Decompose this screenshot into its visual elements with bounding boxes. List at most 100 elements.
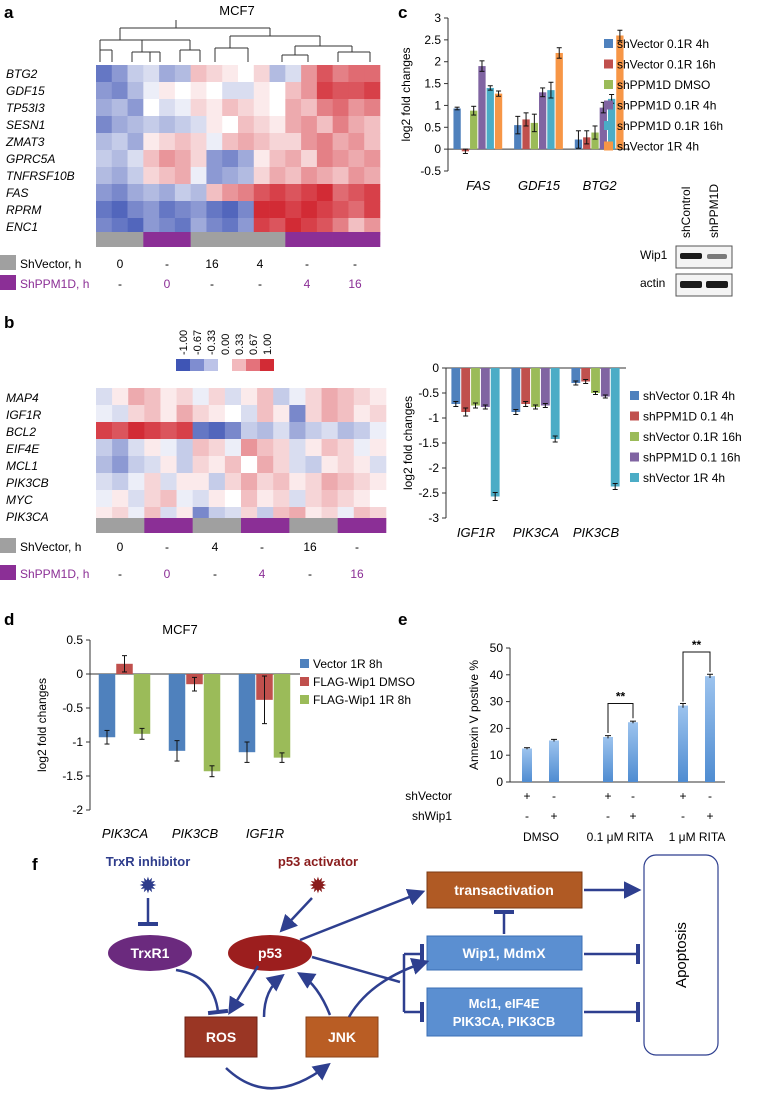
legend-label: shVector 0.1R 16h xyxy=(617,58,716,72)
heat-cell xyxy=(111,167,128,185)
heat-cell xyxy=(238,82,255,100)
row-label-shppm1d: ShPPM1D, h xyxy=(20,567,89,581)
heat-cell xyxy=(241,439,258,457)
chart-title: MCF7 xyxy=(162,622,197,637)
scale-label: -1.00 xyxy=(178,330,190,355)
heat-cell xyxy=(253,184,270,202)
scale-label: 1.00 xyxy=(262,334,274,355)
gene-label: GPRC5A xyxy=(6,152,55,166)
heat-cell xyxy=(208,456,226,474)
legend-label: shPPM1D 0.1R 16h xyxy=(617,119,723,133)
bar xyxy=(168,674,186,751)
heat-cell xyxy=(159,150,176,168)
chart-b-bar: -3 -2.5 -2 -1.5 -1 -0.5 0 log2 fold changes IGF1… xyxy=(401,361,742,540)
legend-swatch xyxy=(604,121,613,130)
heat-cell xyxy=(316,150,333,168)
heat-cell xyxy=(208,473,226,491)
bar xyxy=(490,368,500,497)
activate-edge xyxy=(299,888,426,942)
row-label-shvector: shVector xyxy=(405,789,452,803)
y-tick-label: -0.5 xyxy=(420,164,441,178)
heat-cell xyxy=(96,405,113,423)
group-bar-b xyxy=(96,518,387,533)
heat-cell xyxy=(192,490,210,508)
heat-cell xyxy=(222,65,239,83)
category-label: IGF1R xyxy=(457,525,495,540)
category-label: PIK3CA xyxy=(102,826,148,841)
category-label: IGF1R xyxy=(246,826,284,841)
heat-cell xyxy=(144,388,161,406)
group-bar xyxy=(289,518,338,533)
heat-cell xyxy=(222,116,239,134)
heat-cell xyxy=(143,133,160,151)
wip1-mdmx-label: Wip1, MdmX xyxy=(462,945,546,961)
heat-cell xyxy=(206,167,223,185)
scale-cell xyxy=(218,359,232,371)
heat-cell xyxy=(305,422,322,440)
bar xyxy=(514,125,522,150)
heat-cell xyxy=(208,490,226,508)
bar xyxy=(451,368,461,404)
heat-cell xyxy=(96,184,113,202)
scale-cell xyxy=(204,359,218,371)
panel-a-title: MCF7 xyxy=(219,3,254,18)
y-axis-label: log2 fold changes xyxy=(401,396,415,490)
heat-cell xyxy=(224,405,242,423)
y-tick-label: 1.5 xyxy=(424,77,441,91)
heat-cell xyxy=(273,456,290,474)
group-bar xyxy=(241,518,290,533)
heat-cell xyxy=(238,99,255,117)
heat-cell xyxy=(364,150,381,168)
gene-label: IGF1R xyxy=(6,408,42,422)
heat-cell xyxy=(301,150,318,168)
y-tick-label: -2.5 xyxy=(418,486,439,500)
heat-cell xyxy=(369,388,387,406)
legend-label: shVector 0.1R 4h xyxy=(617,37,709,51)
heat-cell xyxy=(316,82,333,100)
condition-mark: - xyxy=(552,789,556,803)
heat-cell xyxy=(257,405,274,423)
bar xyxy=(591,368,600,393)
y-tick-label: 0 xyxy=(432,361,439,375)
heat-cell xyxy=(238,116,255,134)
heat-cell xyxy=(337,422,355,440)
legend-swatch xyxy=(630,473,639,482)
heat-cell xyxy=(241,473,258,491)
heat-cell xyxy=(337,388,355,406)
time-label: - xyxy=(305,257,309,271)
legend-swatch xyxy=(300,695,309,704)
y-tick-label: 30 xyxy=(490,695,504,709)
blot-row-label: Wip1 xyxy=(640,248,668,262)
heat-cell xyxy=(174,201,191,219)
heat-cell xyxy=(159,82,176,100)
time-label: - xyxy=(353,257,357,271)
heat-cell xyxy=(253,133,270,151)
heat-cell xyxy=(112,422,129,440)
y-tick-label: -3 xyxy=(428,511,439,525)
heat-cell xyxy=(143,218,160,236)
heat-cell xyxy=(206,65,223,83)
heat-cell xyxy=(160,405,177,423)
heat-cell xyxy=(253,65,270,83)
heat-cell xyxy=(364,133,381,151)
heat-cell xyxy=(222,218,239,236)
bar xyxy=(571,368,581,383)
heat-cell xyxy=(144,473,161,491)
legend-swatch xyxy=(300,659,309,668)
heat-cell xyxy=(238,167,255,185)
transactivation-node xyxy=(426,871,583,909)
heat-cell xyxy=(96,422,113,440)
gene-label: BCL2 xyxy=(6,425,36,439)
panel-label-f: f xyxy=(32,855,38,874)
heat-cell xyxy=(112,388,129,406)
time-label: 16 xyxy=(348,277,362,291)
bar xyxy=(581,368,591,382)
row-label-shvector: ShVector, h xyxy=(20,257,81,271)
heat-cell xyxy=(208,388,226,406)
heat-cell xyxy=(238,201,255,219)
heat-cell xyxy=(111,65,128,83)
heat-cell xyxy=(238,150,255,168)
heat-cell xyxy=(159,65,176,83)
heat-cell xyxy=(253,218,270,236)
